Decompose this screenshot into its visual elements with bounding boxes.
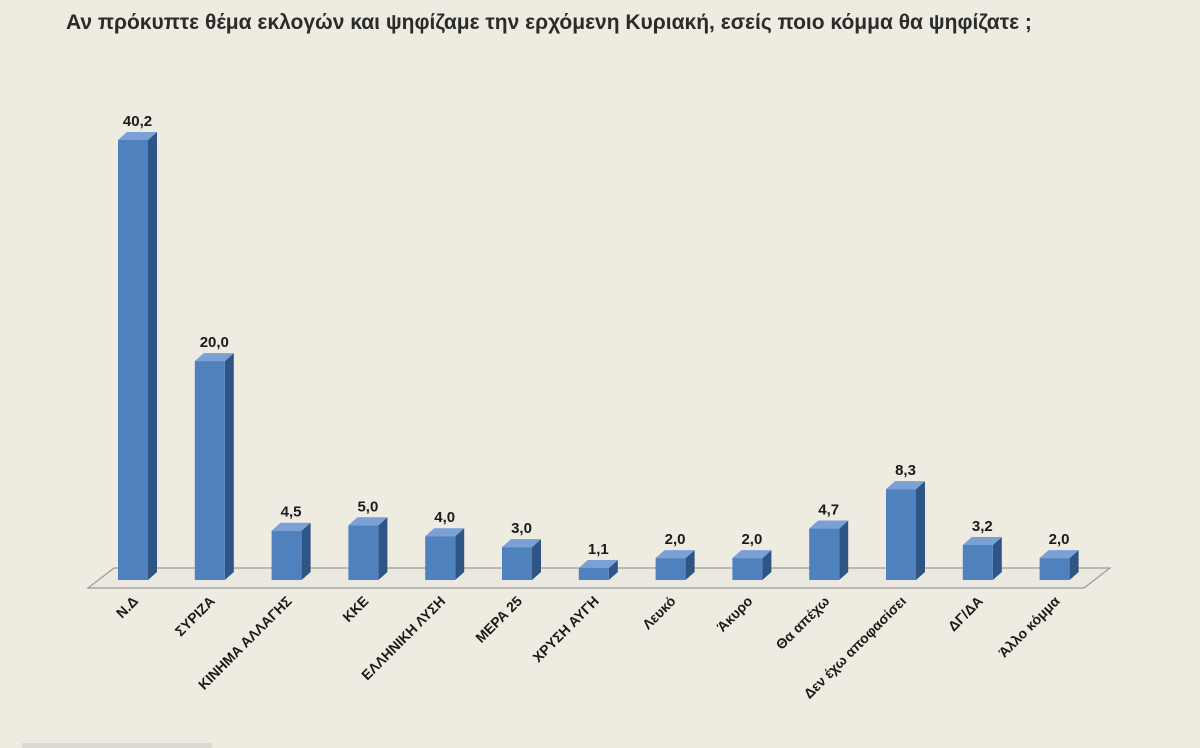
bar — [1039, 550, 1079, 580]
bar — [271, 522, 311, 580]
data-label: 1,1 — [588, 541, 609, 558]
data-label: 4,7 — [818, 502, 839, 519]
category-label: Άκυρο — [714, 593, 756, 635]
data-label: 20,0 — [200, 334, 229, 351]
bar — [732, 550, 772, 580]
category-label: ΔΓ/ΔΑ — [945, 593, 986, 634]
category-label: ΕΛΛΗΝΙΚΗ ΛΥΣΗ — [358, 593, 448, 683]
bottom-strip — [22, 743, 212, 748]
data-label: 8,3 — [895, 462, 916, 479]
bar — [194, 353, 234, 580]
bar — [118, 132, 157, 580]
category-label: Λευκό — [639, 593, 679, 633]
data-label: 3,2 — [972, 518, 993, 535]
bar — [502, 539, 541, 580]
data-label: 4,5 — [281, 504, 302, 521]
data-label: 4,0 — [434, 509, 455, 526]
category-label: ΧΡΥΣΗ ΑΥΓΗ — [529, 593, 602, 666]
bar — [348, 517, 388, 580]
bar — [425, 528, 465, 580]
category-label: ΜΕΡΑ 25 — [472, 593, 525, 646]
category-label: Άλλο κόμμα — [995, 593, 1063, 661]
data-label: 40,2 — [123, 113, 152, 130]
category-label: ΚΚΕ — [339, 593, 371, 625]
bar — [962, 536, 1002, 580]
category-label: Θα απέχω — [772, 593, 832, 653]
bar — [655, 550, 695, 580]
data-label: 5,0 — [357, 498, 378, 515]
bar — [886, 481, 925, 580]
bar — [578, 559, 618, 580]
data-label: 3,0 — [511, 520, 532, 537]
chart-title: Αν πρόκυπτε θέμα εκλογών και ψηφίζαμε τη… — [66, 11, 1032, 34]
data-label: 2,0 — [1049, 531, 1070, 548]
data-label: 2,0 — [665, 531, 686, 548]
category-label: Ν.Δ — [113, 593, 141, 621]
bar — [809, 520, 849, 580]
category-label: ΣΥΡΙΖΑ — [172, 593, 218, 639]
data-label: 2,0 — [741, 531, 762, 548]
